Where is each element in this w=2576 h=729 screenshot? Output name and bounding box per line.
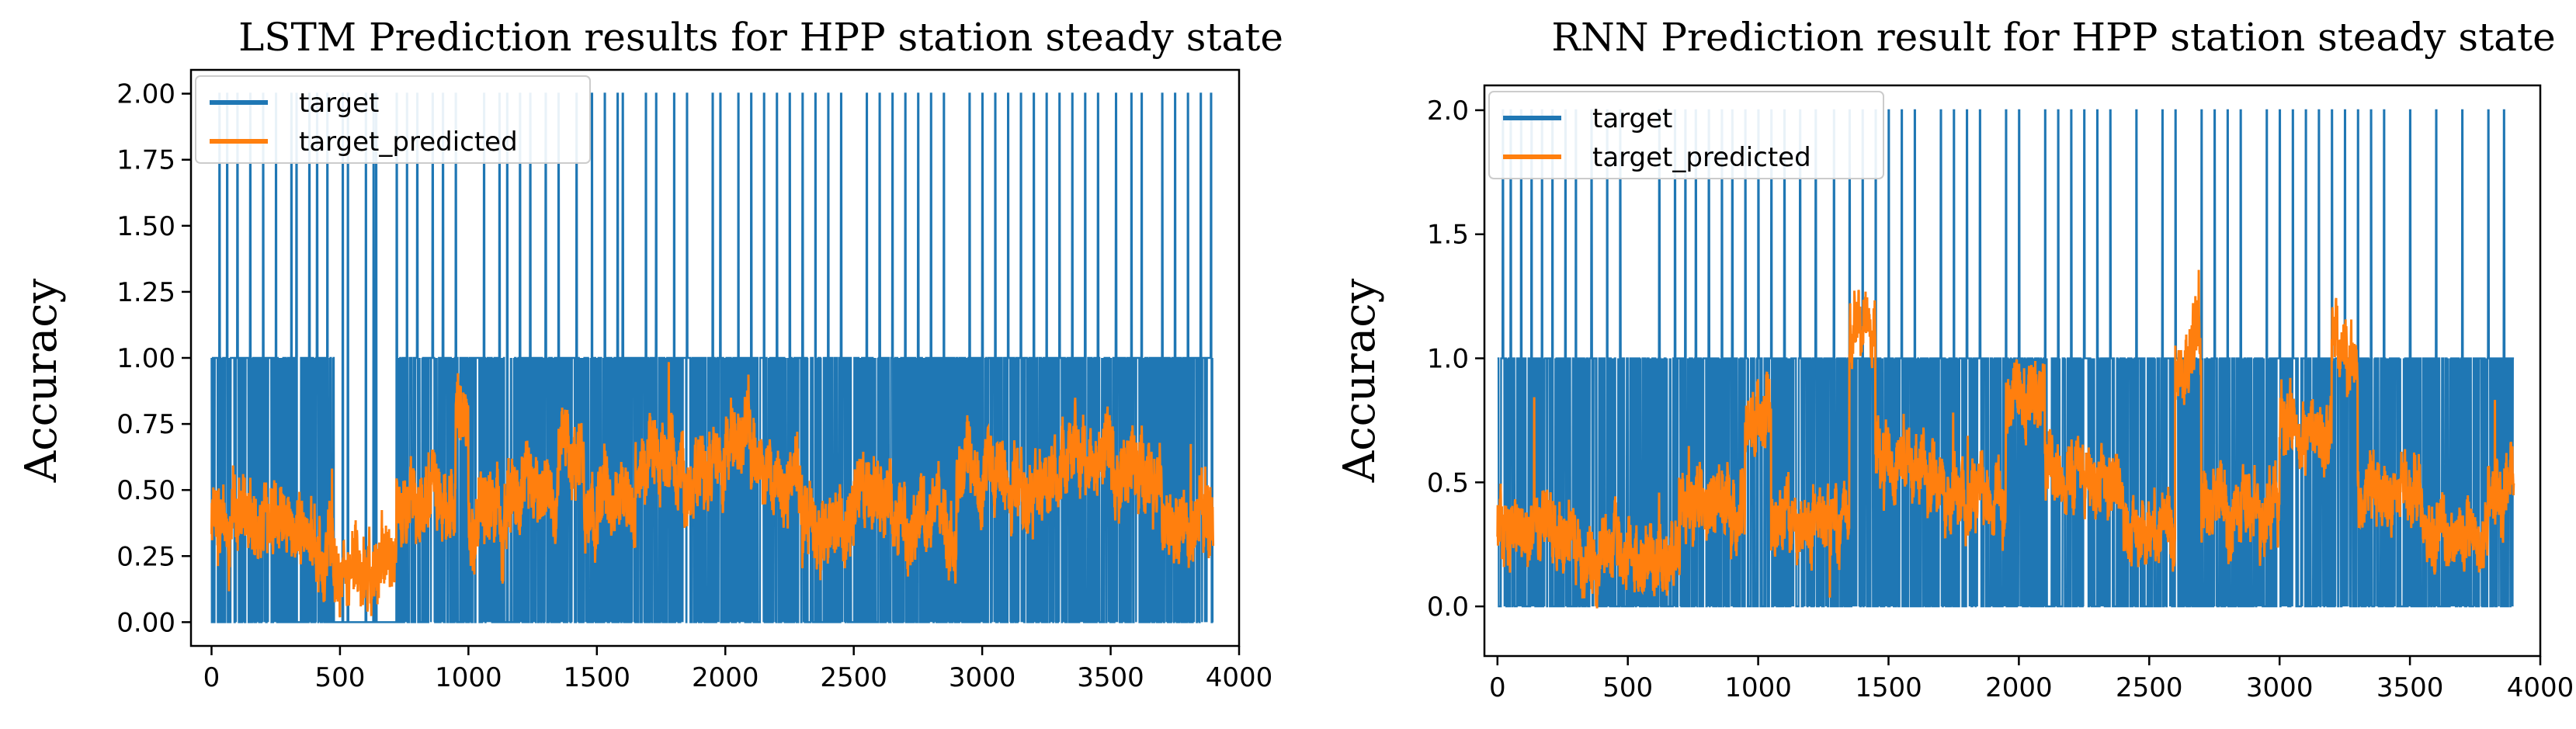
lstm-y-tick-label: 0.25	[116, 541, 175, 572]
rnn-y-tick-label: 2.0	[1427, 95, 1469, 127]
lstm-plot-area	[210, 92, 1215, 623]
rnn-legend-predicted-label: target_predicted	[1592, 142, 1811, 173]
rnn-x-tick-label: 1500	[1855, 672, 1922, 703]
lstm-y-tick-label: 0.00	[116, 607, 175, 638]
lstm-x-tick-label: 2500	[820, 662, 887, 693]
rnn-x-tick-label: 1000	[1724, 672, 1792, 703]
lstm-y-tick-label: 1.75	[116, 145, 175, 176]
lstm-y-tick-label: 1.50	[116, 211, 175, 242]
rnn-y-tick-label: 0.5	[1427, 467, 1469, 498]
rnn-y-tick-label: 1.5	[1427, 220, 1469, 251]
rnn-legend-box	[1488, 91, 1884, 179]
lstm-legend-target-label: target	[299, 88, 379, 119]
rnn-x-tick-label: 2000	[1985, 672, 2053, 703]
lstm-x-tick-label: 3000	[949, 662, 1016, 693]
lstm-x-tick-label: 1500	[564, 662, 631, 693]
lstm-legend-box	[195, 75, 591, 164]
lstm-y-axis-label: Accuracy	[16, 278, 67, 483]
rnn-x-ticks: 0 500 1000 1500 2000 2500 3000 3500 4000	[1489, 656, 2574, 703]
rnn-y-tick-label: 0.0	[1427, 592, 1469, 623]
rnn-legend: target target_predicted	[1488, 91, 1884, 179]
lstm-x-tick-label: 1000	[435, 662, 502, 693]
rnn-y-ticks: 0.0 0.5 1.0 1.5 2.0	[1427, 95, 1484, 623]
rnn-y-axis-label: Accuracy	[1335, 278, 1385, 483]
lstm-target-line	[210, 92, 1214, 623]
lstm-chart-title: LSTM Prediction results for HPP station …	[238, 15, 1283, 60]
rnn-y-tick-label: 1.0	[1427, 344, 1469, 375]
lstm-y-ticks: 0.00 0.25 0.50 0.75 1.00 1.25 1.50 1.75 2.00	[116, 79, 191, 638]
lstm-chart: LSTM Prediction results for HPP station …	[16, 15, 1283, 693]
lstm-x-ticks: 0 500 1000 1500 2000 2500 3000 3500 4000	[203, 646, 1273, 693]
lstm-x-tick-label: 2000	[692, 662, 759, 693]
lstm-y-tick-label: 1.00	[116, 343, 175, 374]
lstm-y-tick-label: 1.25	[116, 277, 175, 308]
lstm-y-tick-label: 0.50	[116, 475, 175, 506]
rnn-chart-title: RNN Prediction result for HPP station st…	[1551, 15, 2555, 60]
lstm-predicted-line	[210, 362, 1215, 618]
rnn-target-line	[1497, 109, 2515, 608]
rnn-axes-frame	[1483, 84, 2542, 658]
rnn-x-tick-label: 0	[1489, 672, 1506, 703]
lstm-y-tick-label: 2.00	[116, 79, 175, 110]
rnn-x-tick-label: 3500	[2376, 672, 2444, 703]
rnn-x-tick-label: 3000	[2246, 672, 2314, 703]
rnn-predicted-line	[1496, 269, 2515, 609]
lstm-x-tick-label: 0	[203, 662, 220, 693]
rnn-x-tick-label: 4000	[2507, 672, 2574, 703]
lstm-legend-predicted-label: target_predicted	[299, 127, 518, 158]
rnn-plot-area	[1496, 109, 2515, 609]
rnn-legend-target-label: target	[1592, 103, 1672, 134]
lstm-x-tick-label: 4000	[1206, 662, 1273, 693]
rnn-x-tick-label: 500	[1602, 672, 1653, 703]
lstm-x-tick-label: 3500	[1077, 662, 1144, 693]
lstm-x-tick-label: 500	[314, 662, 365, 693]
rnn-x-tick-label: 2500	[2116, 672, 2183, 703]
rnn-chart: RNN Prediction result for HPP station st…	[1335, 15, 2574, 703]
lstm-y-tick-label: 0.75	[116, 409, 175, 440]
lstm-legend: target target_predicted	[195, 75, 591, 164]
